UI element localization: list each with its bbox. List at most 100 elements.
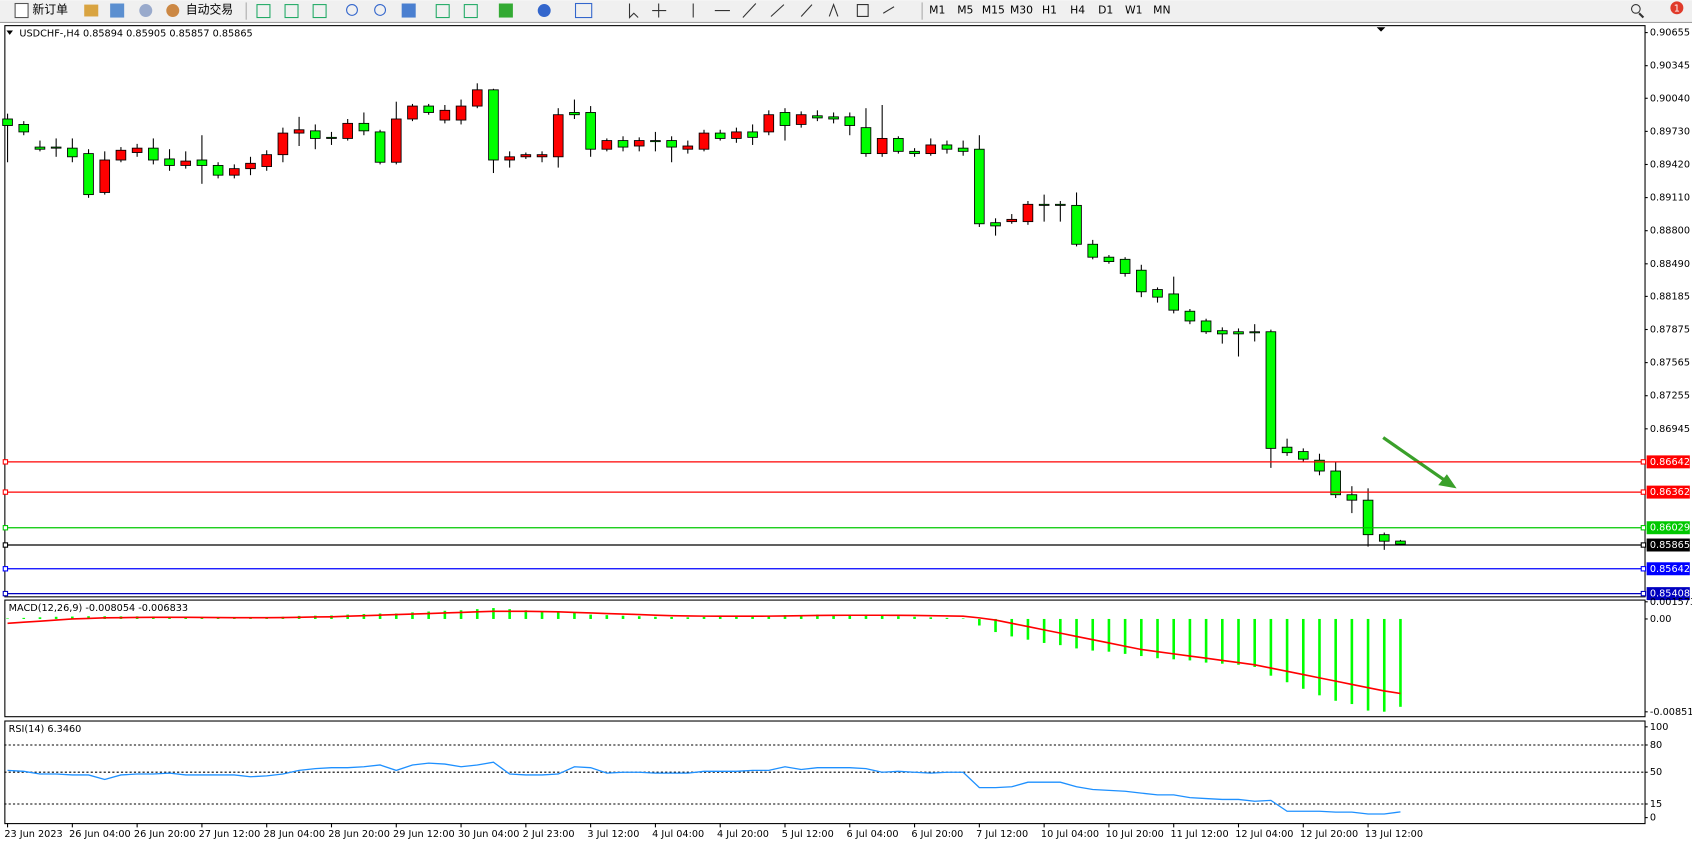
candle-body xyxy=(779,112,791,126)
y-tick-label: 0.88185 xyxy=(1650,291,1690,302)
macd-bar xyxy=(637,616,641,619)
notification-badge[interactable] xyxy=(1670,1,1684,15)
macd-bar xyxy=(427,611,430,619)
y-tick-label: 0.88490 xyxy=(1650,259,1690,270)
macd-bar xyxy=(22,617,26,619)
macd-bar xyxy=(816,614,819,619)
x-tick-label: 6 Jul 20:00 xyxy=(911,829,963,840)
icon[interactable] xyxy=(139,4,153,18)
icon[interactable] xyxy=(401,3,416,18)
new-order-icon[interactable] xyxy=(14,2,29,19)
auto-trade-icon[interactable] xyxy=(166,4,180,18)
level-label: 0.85865 xyxy=(1650,540,1690,551)
x-tick-label: 30 Jun 04:00 xyxy=(458,829,520,840)
candle-body xyxy=(407,105,418,120)
candle-body xyxy=(844,116,856,126)
macd-bar xyxy=(540,611,544,619)
macd-bar xyxy=(1253,618,1256,667)
candle-body xyxy=(552,114,564,158)
candle-body xyxy=(585,112,596,150)
candle-body xyxy=(2,118,13,126)
x-tick-label: 2 Jul 23:00 xyxy=(523,829,575,840)
x-tick-label: 7 Jul 12:00 xyxy=(976,829,1028,840)
candle-body xyxy=(520,154,532,158)
macd-bar xyxy=(670,616,673,619)
zoom-in[interactable] xyxy=(346,4,358,16)
candle-body xyxy=(1249,331,1260,334)
macd-bar xyxy=(978,618,981,626)
icon[interactable] xyxy=(537,4,551,18)
y-tick-label: 0.87255 xyxy=(1650,391,1690,402)
level-handle xyxy=(2,525,9,531)
level-handle xyxy=(2,542,9,548)
macd-bar xyxy=(6,618,9,619)
candle-body xyxy=(1346,494,1358,501)
candle-body xyxy=(812,115,823,119)
timeframe-button[interactable]: M30 xyxy=(1010,4,1033,17)
candle-body xyxy=(1281,446,1293,454)
candle-body xyxy=(1038,203,1050,206)
icon[interactable] xyxy=(463,4,478,19)
level-label: 0.86362 xyxy=(1650,487,1690,498)
macd-bar xyxy=(1059,618,1062,646)
candle-body xyxy=(277,132,289,156)
macd-bar xyxy=(702,616,706,619)
timeframe-button[interactable]: M1 xyxy=(929,4,945,17)
macd-bar xyxy=(1075,618,1078,649)
candle-body xyxy=(99,159,111,193)
zoom-out[interactable] xyxy=(374,4,387,16)
x-tick-label: 29 Jun 12:00 xyxy=(393,829,455,840)
timeframe-button[interactable]: M15 xyxy=(982,4,1005,17)
candle-body xyxy=(909,150,920,155)
macd-bar xyxy=(1140,618,1143,657)
timeframe-button[interactable]: M5 xyxy=(957,4,973,17)
auto-trade-button[interactable]: 自动交易 xyxy=(186,2,233,16)
icon[interactable] xyxy=(574,2,593,19)
new-order-button[interactable]: 新订单 xyxy=(32,2,68,16)
icon[interactable] xyxy=(84,4,99,17)
toolbar: 新订单 自动交易 1 xyxy=(0,0,1692,23)
candle-body xyxy=(310,130,321,139)
cursor-icon[interactable] xyxy=(628,3,639,19)
drawing-tools[interactable] xyxy=(692,3,895,18)
icon[interactable] xyxy=(312,4,327,19)
candle-body xyxy=(1233,331,1244,335)
candle-body xyxy=(1071,204,1082,245)
candle-body xyxy=(164,158,175,166)
candle-body xyxy=(714,132,726,139)
candle-body xyxy=(860,127,872,155)
icon[interactable] xyxy=(498,3,513,18)
timeframe-button[interactable]: H4 xyxy=(1070,4,1085,17)
x-tick-label: 6 Jul 04:00 xyxy=(847,829,899,840)
macd-bar xyxy=(362,614,366,619)
icon[interactable] xyxy=(110,3,125,18)
candle-body xyxy=(374,131,386,163)
level-label-bg xyxy=(1646,587,1690,601)
x-tick-label: 28 Jun 20:00 xyxy=(328,829,390,840)
rsi-line xyxy=(7,761,1401,815)
macd-bar xyxy=(1318,618,1321,696)
candle-body xyxy=(990,222,1001,227)
candle-body xyxy=(245,162,256,170)
timeframe-button[interactable]: H1 xyxy=(1042,4,1057,17)
timeframe-button[interactable]: MN xyxy=(1153,4,1170,17)
candle-body xyxy=(747,131,758,138)
candle-body xyxy=(876,137,888,155)
x-tick-label: 28 Jun 04:00 xyxy=(263,829,325,840)
search-icon[interactable] xyxy=(1638,12,1645,19)
icon[interactable] xyxy=(256,4,271,19)
candle-body xyxy=(1378,534,1390,542)
icon[interactable] xyxy=(284,4,299,19)
y-tick-label: 0.87875 xyxy=(1650,325,1690,336)
candle-body xyxy=(358,122,370,132)
timeframe-button[interactable]: W1 xyxy=(1125,4,1143,17)
icon[interactable] xyxy=(435,4,450,19)
crosshair-icon[interactable] xyxy=(652,3,667,18)
level-handle xyxy=(1640,566,1647,572)
macd-bar xyxy=(605,615,609,619)
macd-bar xyxy=(654,616,657,619)
candle-body xyxy=(731,131,742,139)
timeframe-button[interactable]: D1 xyxy=(1098,4,1113,17)
search-icon[interactable] xyxy=(1630,4,1641,14)
macd-bar xyxy=(573,612,576,619)
